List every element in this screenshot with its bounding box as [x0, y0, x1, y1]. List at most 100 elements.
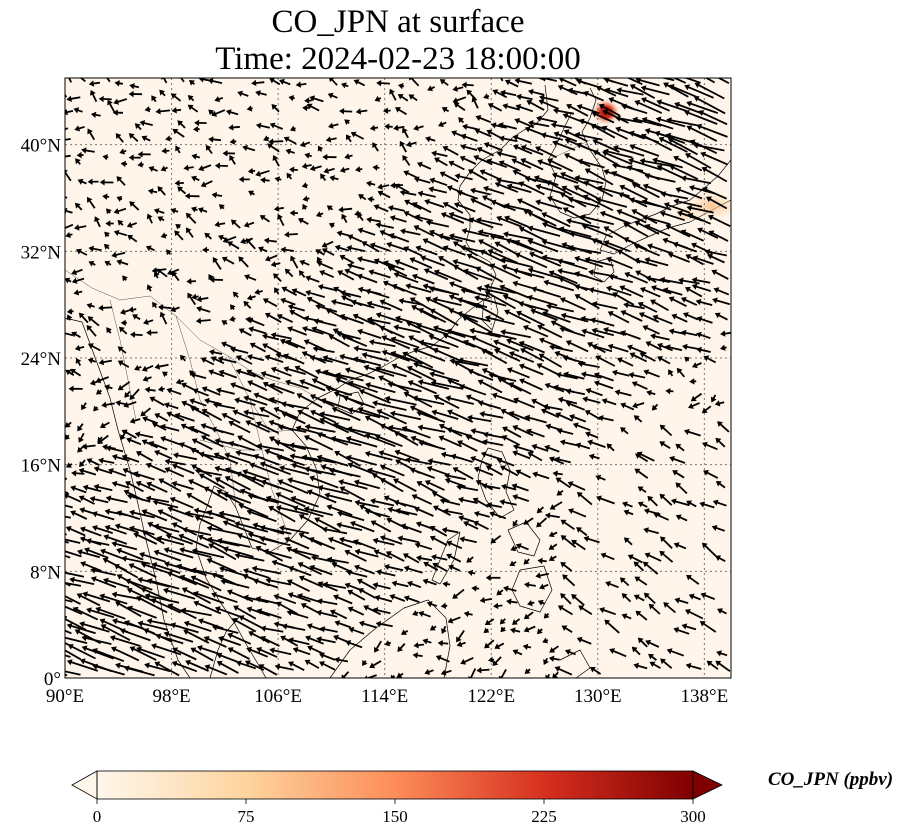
- wind-arrow: [116, 547, 144, 561]
- wind-arrow: [288, 565, 312, 577]
- wind-arrow: [525, 428, 545, 438]
- wind-arrow: [328, 222, 335, 229]
- wind-arrow: [150, 598, 181, 614]
- wind-arrow: [126, 587, 156, 603]
- wind-arrow: [146, 284, 153, 292]
- wind-arrow: [256, 647, 278, 658]
- wind-arrow: [311, 326, 333, 337]
- wind-arrow: [346, 262, 365, 271]
- wind-arrow: [262, 333, 280, 341]
- wind-arrow: [546, 195, 575, 209]
- wind-arrow: [319, 661, 336, 671]
- wind-arrow: [632, 116, 662, 127]
- wind-arrow: [76, 151, 84, 159]
- wind-arrow: [373, 549, 393, 559]
- wind-arrow: [306, 623, 325, 632]
- wind-arrow: [105, 445, 124, 453]
- wind-arrow: [647, 495, 658, 507]
- wind-arrow: [416, 322, 447, 335]
- wind-arrow: [393, 478, 417, 492]
- wind-arrow: [671, 313, 688, 323]
- wind-arrow: [623, 537, 633, 546]
- wind-arrow: [283, 366, 306, 375]
- wind-arrow: [214, 96, 224, 103]
- lon-tick-label: 98°E: [152, 686, 190, 707]
- wind-arrow: [317, 484, 349, 495]
- wind-arrow: [123, 665, 155, 677]
- wind-arrow: [302, 203, 308, 210]
- wind-arrow: [336, 522, 363, 531]
- wind-arrow: [309, 354, 333, 363]
- wind-arrow: [339, 108, 353, 115]
- wind-arrow: [697, 227, 719, 239]
- wind-arrow: [619, 285, 644, 298]
- wind-arrow: [576, 491, 593, 506]
- wind-arrow: [175, 378, 184, 385]
- wind-arrow: [696, 346, 711, 354]
- wind-arrow: [270, 366, 292, 377]
- wind-arrow: [668, 296, 687, 308]
- wind-arrow: [639, 352, 656, 362]
- wind-arrow: [389, 88, 397, 101]
- wind-arrow: [89, 379, 98, 386]
- wind-arrow: [564, 153, 591, 168]
- wind-arrow: [411, 273, 435, 285]
- wind-arrow: [555, 412, 573, 422]
- wind-arrow: [370, 520, 392, 533]
- wind-arrow: [417, 190, 436, 198]
- wind-arrow: [635, 270, 657, 283]
- wind-arrow: [342, 395, 376, 409]
- wind-arrow: [262, 298, 278, 308]
- wind-arrow: [221, 412, 241, 424]
- wind-arrow: [161, 147, 170, 155]
- wind-arrow: [536, 363, 560, 376]
- wind-arrow: [514, 239, 544, 255]
- wind-arrow: [86, 458, 100, 467]
- wind-arrow: [688, 593, 701, 601]
- wind-arrow: [145, 245, 155, 252]
- wind-arrow: [373, 204, 389, 213]
- wind-arrow: [181, 382, 195, 391]
- wind-arrow: [544, 444, 560, 453]
- wind-arrow: [244, 660, 265, 671]
- wind-arrow: [301, 182, 308, 189]
- wind-arrow: [321, 248, 335, 256]
- wind-arrow: [106, 208, 112, 215]
- wind-arrow: [211, 426, 235, 436]
- wind-arrow: [317, 598, 338, 606]
- wind-arrow: [140, 587, 171, 602]
- wind-arrow: [624, 271, 648, 284]
- wind-arrow: [669, 164, 699, 181]
- wind-arrow: [477, 400, 502, 410]
- colorbar-tick-label: 0: [93, 807, 102, 826]
- wind-arrow: [513, 397, 535, 409]
- wind-arrow: [484, 315, 515, 325]
- wind-arrow: [237, 90, 249, 97]
- wind-arrow: [292, 646, 311, 656]
- wind-arrow: [281, 286, 298, 296]
- wind-arrow: [111, 480, 130, 489]
- wind-arrow: [470, 455, 493, 467]
- wind-arrow: [658, 136, 688, 153]
- wind-arrow: [78, 312, 89, 324]
- wind-arrow: [588, 453, 600, 460]
- wind-arrow: [547, 158, 574, 173]
- wind-arrow: [595, 474, 606, 481]
- wind-arrow: [329, 467, 361, 478]
- wind-arrow: [347, 462, 375, 475]
- wind-arrow: [657, 356, 671, 365]
- wind-arrow: [616, 209, 647, 224]
- wind-arrow: [65, 207, 73, 215]
- wind-arrow: [415, 521, 436, 531]
- wind-arrow: [408, 94, 418, 102]
- wind-arrow: [475, 266, 504, 283]
- wind-arrow: [503, 585, 517, 592]
- wind-arrow: [425, 296, 451, 310]
- wind-arrow: [216, 652, 238, 663]
- wind-arrow: [479, 249, 506, 264]
- wind-arrow: [334, 244, 350, 252]
- wind-arrow: [711, 524, 725, 532]
- wind-arrow: [129, 646, 157, 661]
- wind-arrow: [137, 151, 151, 158]
- wind-arrow: [187, 292, 197, 306]
